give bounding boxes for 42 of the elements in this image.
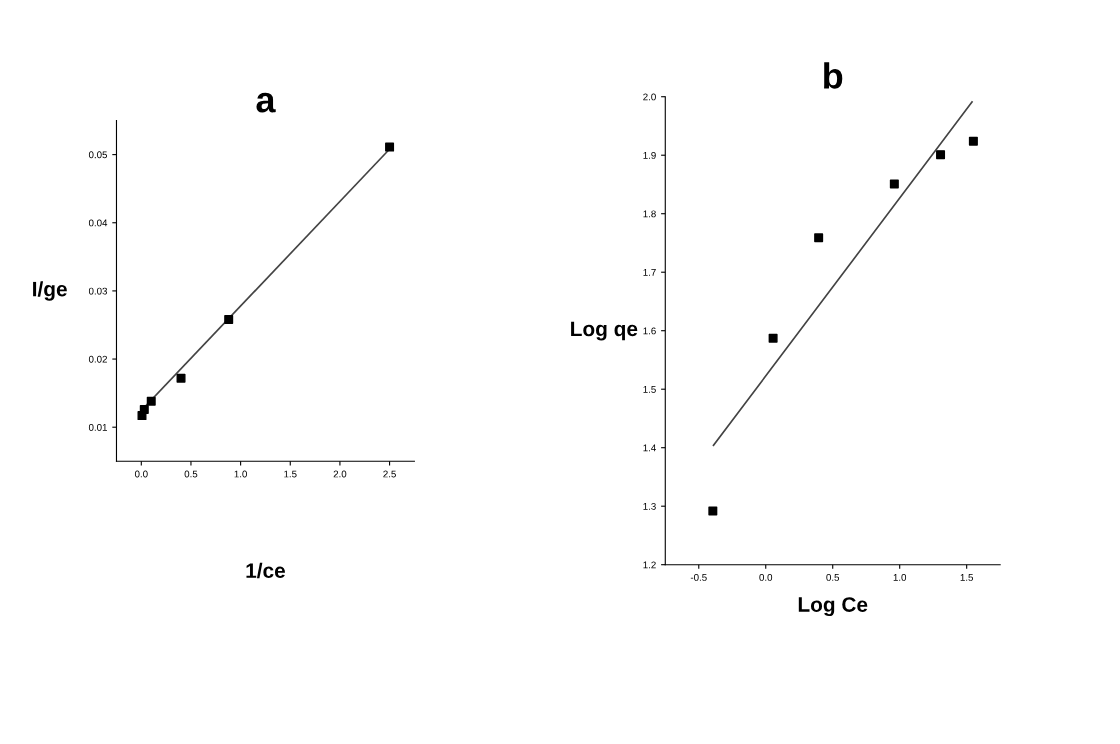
x-tick-label: 0.0 [759,573,773,581]
chart-title: a [256,92,276,113]
point [146,396,156,406]
y-tick-label: 1.3 [643,502,656,510]
x-tick-label: -0.5 [690,573,707,581]
x-axis-title: Log Ce [798,597,868,617]
point [768,333,778,343]
y-tick-label: 0.05 [88,151,108,159]
x-tick-label: 1.0 [234,470,247,478]
y-tick-label: 1.9 [643,151,656,159]
point [385,142,395,152]
x-tick-label: 1.0 [893,573,907,581]
x-tick-label: 2.5 [383,470,396,478]
y-tick-label: 1.7 [643,269,656,276]
x-tick-label: 2.0 [333,470,347,478]
point [936,150,946,160]
x-tick-label: 1.5 [960,574,974,581]
x-tick-label: 0.0 [134,470,148,478]
point [708,506,718,516]
y-tick-label: 1.2 [643,561,656,569]
point [889,179,899,189]
point [814,233,824,243]
y-tick-label: 0.02 [88,355,107,363]
y-tick-label: 2.0 [643,93,656,101]
x-tick-label: 1.5 [284,470,297,478]
point [139,404,149,414]
y-axis-title: I/ge [33,281,67,301]
x-tick-label: 0.5 [184,470,198,478]
point [176,373,186,383]
y-tick-label: 0.03 [88,287,108,295]
y-tick-label: 1.4 [643,444,656,452]
x-axis-title: 1/ce [246,562,286,579]
point [224,315,234,325]
point [968,136,978,146]
chart-title: b [824,62,843,89]
y-tick-label: 1.5 [643,386,656,393]
y-axis-title: Log qe [571,321,638,341]
y-tick-label: 1.6 [643,327,656,335]
x-tick-label: 0.5 [826,573,840,581]
y-tick-label: 0.01 [88,423,107,431]
y-tick-label: 1.8 [643,210,656,218]
y-tick-label: 0.04 [88,219,108,227]
